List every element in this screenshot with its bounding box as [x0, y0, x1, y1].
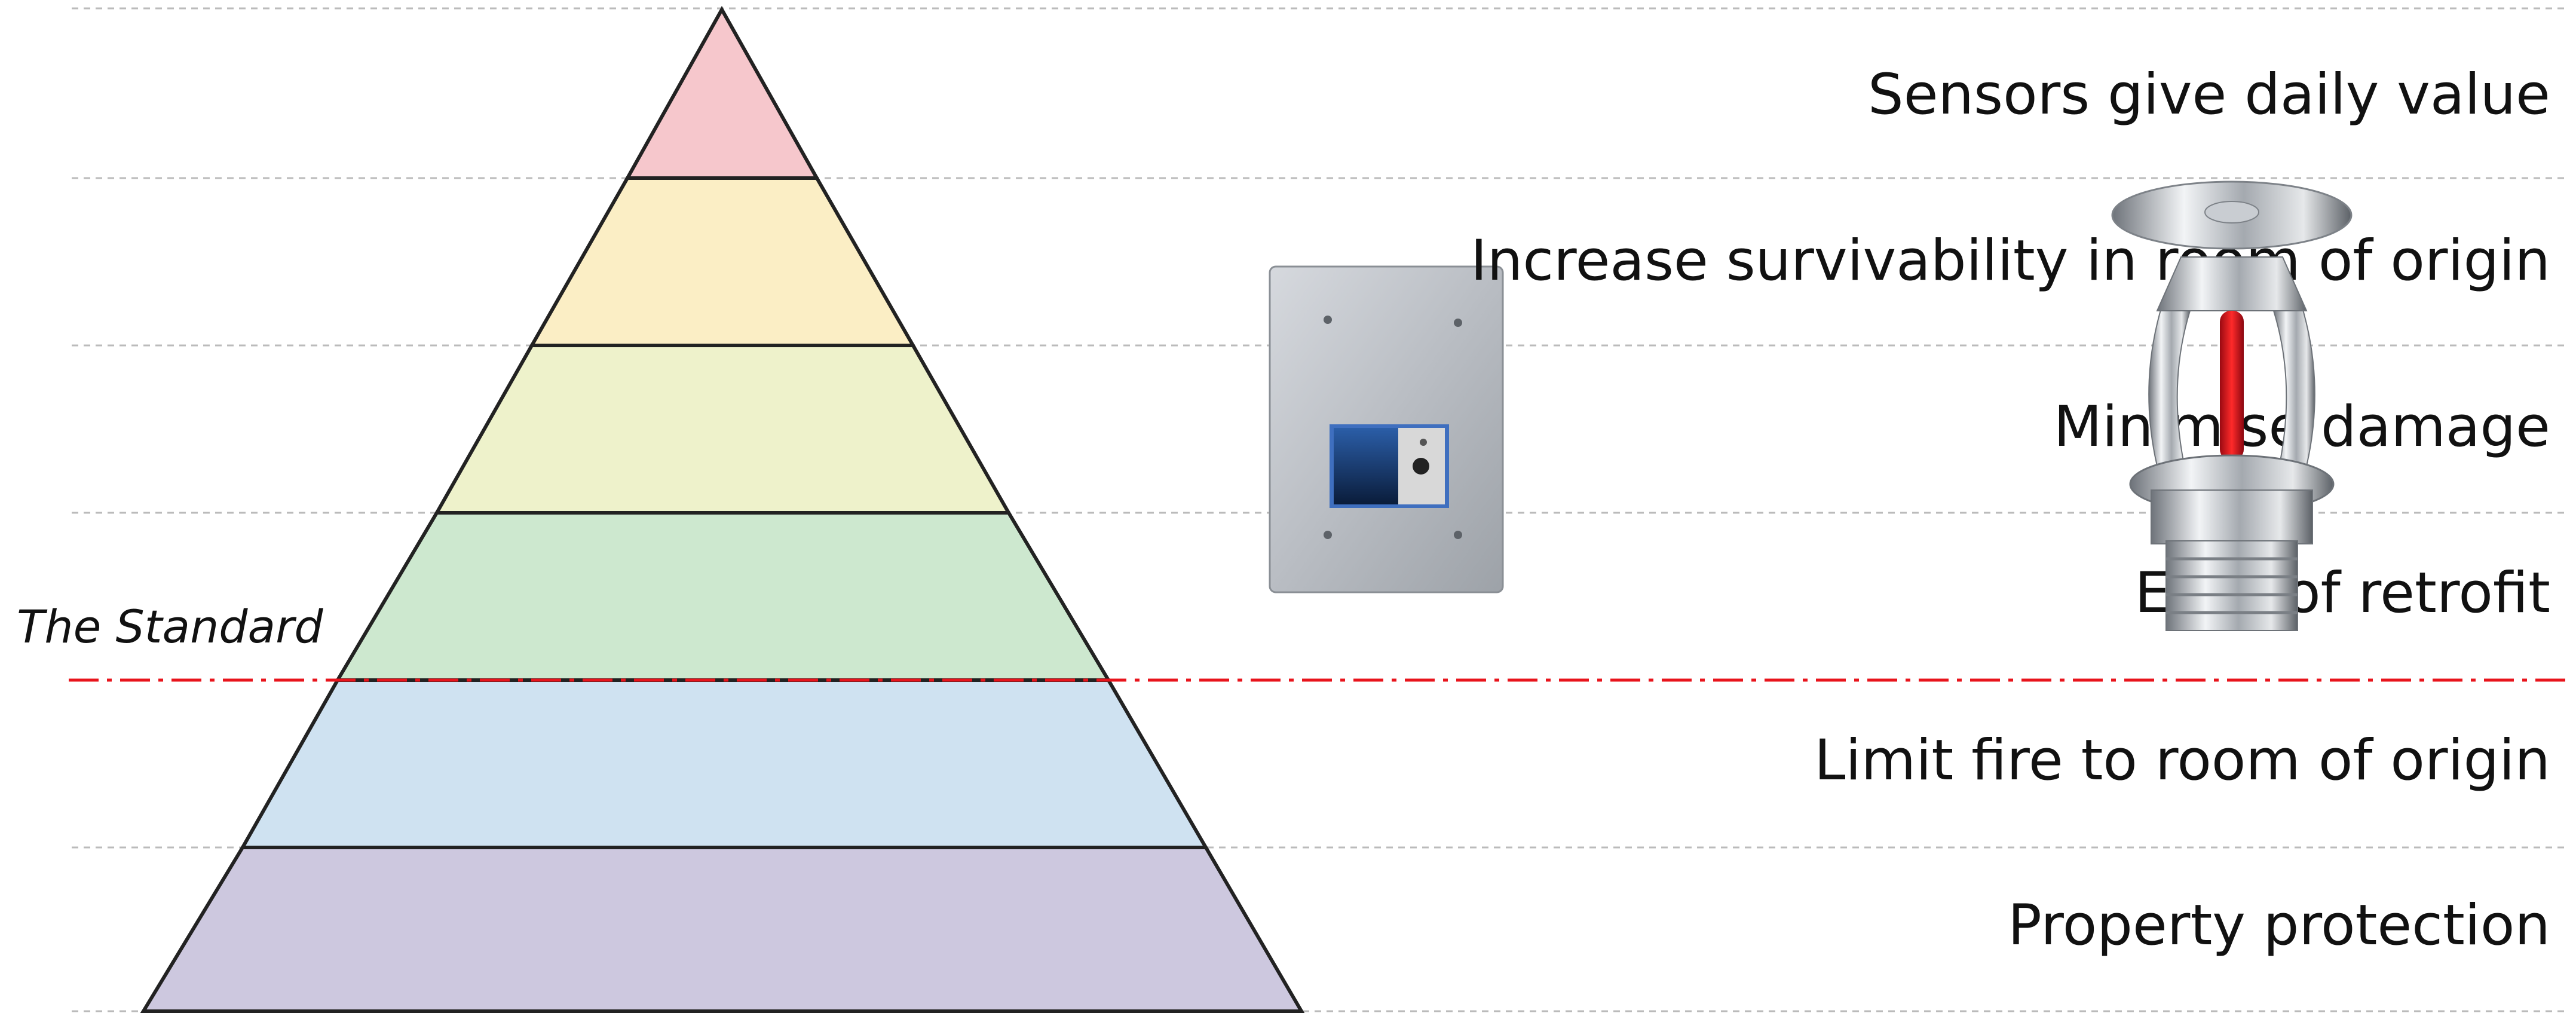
sensor-panel-image — [1269, 265, 1504, 593]
tier-label-limit-fire: Limit fire to room of origin — [1814, 728, 2550, 793]
sprinkler-image — [2111, 180, 2353, 631]
tier-label-sensors: Sensors give daily value — [1868, 62, 2550, 127]
standard-label: The Standard — [17, 600, 323, 653]
tier-label-survivability: Increase survivability in room of origin — [1471, 228, 2550, 293]
pyramid-tier-limit-fire — [239, 678, 1209, 849]
pyramid — [140, 5, 1305, 1013]
pyramid-tier-retrofit — [334, 511, 1112, 682]
tier-labels: Sensors give daily value Increase surviv… — [1471, 62, 2550, 958]
tier-label-property-protection: Property protection — [2008, 893, 2550, 958]
pyramid-tier-minimise-damage — [433, 344, 1012, 515]
pyramid-tier-survivability — [528, 176, 917, 347]
pyramid-tier-sensors — [624, 5, 820, 180]
pyramid-tier-property-protection — [140, 846, 1305, 1013]
